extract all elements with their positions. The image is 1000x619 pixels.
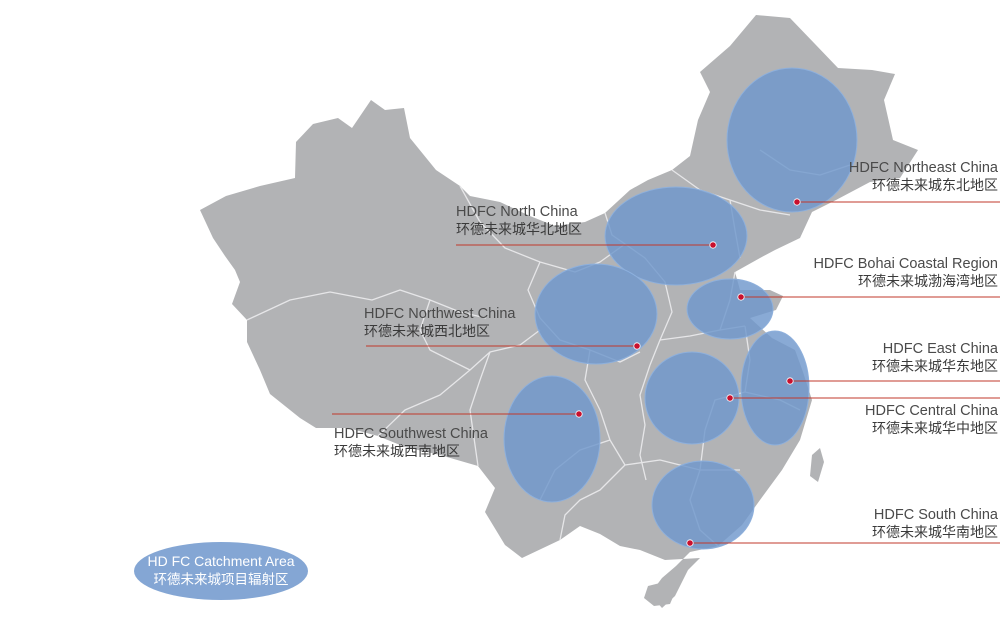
catchment-north[interactable]	[604, 186, 748, 286]
marker-northwest[interactable]	[633, 342, 641, 350]
label-bohai-en: HDFC Bohai Coastal Region	[813, 256, 998, 272]
label-bohai-cn: 环德未来城渤海湾地区	[858, 273, 998, 290]
legend: HD FC Catchment Area 环德未来城项目辐射区	[134, 542, 308, 600]
label-northeast-cn: 环德未来城东北地区	[872, 178, 998, 194]
marker-bohai[interactable]	[737, 293, 745, 301]
label-central-en: HDFC Central China	[865, 403, 999, 419]
catchment-northeast[interactable]	[726, 67, 858, 213]
marker-southwest[interactable]	[575, 410, 583, 418]
region-labels: HDFC Northeast China 环德未来城东北地区 HDFC Nort…	[334, 160, 999, 541]
label-east-cn: 环德未来城华东地区	[872, 359, 998, 375]
catchment-bohai[interactable]	[686, 278, 774, 340]
leader-lines	[332, 201, 1000, 544]
taiwan-island	[810, 448, 824, 482]
label-south-cn: 环德未来城华南地区	[872, 525, 998, 541]
marker-south[interactable]	[686, 539, 694, 547]
catchment-northwest[interactable]	[534, 263, 658, 365]
label-northeast-en: HDFC Northeast China	[849, 160, 999, 176]
marker-north[interactable]	[709, 241, 717, 249]
label-southwest-en: HDFC Southwest China	[334, 426, 489, 442]
legend-swatch	[134, 542, 308, 600]
label-east-en: HDFC East China	[883, 341, 999, 357]
label-south-en: HDFC South China	[874, 507, 999, 523]
legend-line2: 环德未来城项目辐射区	[154, 572, 289, 588]
catchment-areas	[503, 67, 858, 550]
label-northwest-en: HDFC Northwest China	[364, 306, 516, 322]
location-markers	[575, 198, 801, 547]
label-northwest-cn: 环德未来城西北地区	[364, 324, 490, 340]
label-central-cn: 环德未来城华中地区	[872, 421, 998, 437]
hainan-island	[644, 582, 676, 606]
catchment-southwest[interactable]	[503, 375, 601, 503]
catchment-south[interactable]	[651, 460, 755, 550]
label-north-en: HDFC North China	[456, 204, 579, 220]
marker-east[interactable]	[786, 377, 794, 385]
label-southwest-cn: 环德未来城西南地区	[334, 444, 460, 460]
catchment-central[interactable]	[644, 351, 740, 445]
legend-line1: HD FC Catchment Area	[147, 553, 294, 569]
marker-central[interactable]	[726, 394, 734, 402]
label-north-cn: 环德未来城华北地区	[456, 222, 582, 238]
marker-northeast[interactable]	[793, 198, 801, 206]
catchment-east[interactable]	[740, 330, 810, 446]
